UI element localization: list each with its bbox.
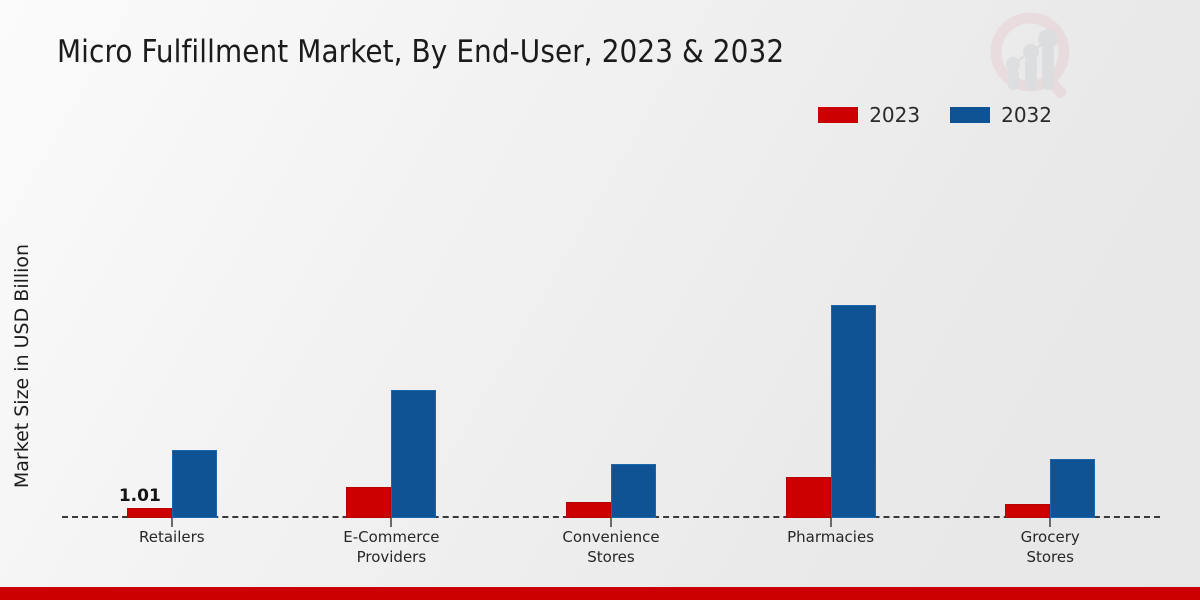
chart-legend: 2023 2032	[818, 103, 1052, 127]
bar-2032[interactable]	[830, 305, 876, 518]
bar-groups: 1.01	[62, 130, 1160, 527]
bar-pair: 1.01	[119, 450, 217, 518]
x-axis-tick	[829, 518, 832, 527]
bar-group	[940, 130, 1160, 527]
legend-swatch-2023	[818, 107, 859, 123]
x-axis-category-label: Retailers	[138, 528, 205, 546]
bar-group: 1.01	[62, 130, 282, 527]
x-axis-tick	[170, 518, 173, 527]
x-axis-tick	[609, 518, 612, 527]
page-title: Micro Fulfillment Market, By End-User, 2…	[57, 34, 785, 70]
legend-label-2032: 2032	[1001, 103, 1052, 127]
x-axis-tick	[390, 518, 393, 527]
bar-2023[interactable]	[785, 477, 831, 518]
bar-group	[501, 130, 721, 527]
x-axis-category-label: Convenience Stores	[562, 528, 660, 567]
bar-pair	[1005, 459, 1096, 518]
legend-swatch-2032	[950, 107, 991, 123]
plot-area: 1.01	[62, 130, 1160, 527]
bar-pair	[565, 464, 656, 518]
bar-group	[282, 130, 502, 527]
bar-2023[interactable]	[126, 508, 172, 518]
y-axis-label: Market Size in USD Billion	[11, 243, 33, 489]
x-axis-category-label: Pharmacies	[787, 528, 875, 546]
bar-2032[interactable]	[1050, 459, 1096, 518]
legend-label-2023: 2023	[869, 103, 921, 127]
x-axis-category-label: Grocery Stores	[1020, 528, 1080, 567]
magnifier-bar-chart-logo-watermark	[980, 4, 1086, 106]
bar-2023[interactable]	[1005, 504, 1051, 518]
bar-2032[interactable]	[610, 464, 656, 518]
x-axis-category-label: E-Commerce Providers	[343, 528, 440, 567]
bar-2023[interactable]	[565, 502, 611, 518]
bar-pair	[346, 390, 437, 518]
bar-2032[interactable]	[171, 450, 217, 518]
legend-item-2032[interactable]: 2032	[950, 103, 1052, 127]
x-axis-tick	[1049, 518, 1052, 527]
bar-pair	[785, 305, 876, 518]
bar-group	[721, 130, 941, 527]
bar-2032[interactable]	[391, 390, 437, 518]
bar-value-label: 1.01	[118, 486, 161, 506]
x-axis-category-labels: Retailers E-Commerce Providers Convenience S…	[62, 527, 1160, 568]
legend-item-2023[interactable]: 2023	[818, 103, 920, 127]
bar-2023[interactable]	[346, 487, 392, 518]
footer-accent-strip	[0, 587, 1200, 600]
